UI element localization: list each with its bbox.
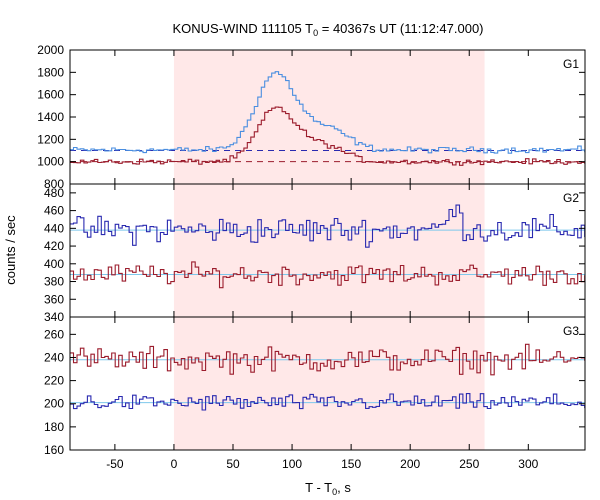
chart-title-rest: = 40367s UT (11:12:47.000) (318, 21, 483, 36)
y-tick-label-G1-1800: 1800 (37, 65, 64, 79)
y-tick-label-G3-180: 180 (44, 420, 64, 434)
x-tick-label-250: 250 (459, 457, 479, 471)
series-G2-red (70, 261, 586, 289)
panel-label-G2: G2 (563, 191, 579, 205)
series-G1-lightblue (70, 71, 586, 154)
series-G2-blue (70, 204, 586, 248)
y-tick-label-G2-340: 340 (44, 310, 64, 324)
y-tick-label-G3-260: 260 (44, 327, 64, 341)
highlight-interval-G1 (173, 50, 485, 184)
y-tick-label-G2-480: 480 (44, 186, 64, 200)
y-tick-label-G3-240: 240 (44, 350, 64, 364)
chart-title: KONUS-WIND 111105 T0 = 40367s UT (11:12:… (172, 21, 483, 38)
panel-label-G3: G3 (563, 324, 579, 338)
series-G3-blue (70, 393, 586, 411)
x-axis-label-subscript: 0 (332, 487, 337, 497)
y-tick-label-G2-360: 360 (44, 292, 64, 306)
axes-layer: 800100012001400160018002000G134036038040… (37, 43, 586, 471)
highlight-interval-G3 (173, 317, 485, 450)
series-G3-red (70, 343, 586, 376)
highlight-band-layer (173, 50, 485, 450)
series-G1-red (70, 106, 586, 166)
chart-title-subscript: 0 (313, 28, 318, 38)
x-tick-label-150: 150 (341, 457, 361, 471)
y-tick-label-G1-1400: 1400 (37, 110, 64, 124)
y-tick-label-G1-2000: 2000 (37, 43, 64, 57)
x-tick-label-100: 100 (282, 457, 302, 471)
highlight-interval-G2 (173, 184, 485, 317)
y-tick-label-G2-400: 400 (44, 257, 64, 271)
y-tick-label-G1-1600: 1600 (37, 88, 64, 102)
y-tick-label-G1-800: 800 (44, 177, 64, 191)
y-tick-label-G3-200: 200 (44, 397, 64, 411)
y-tick-label-G1-1200: 1200 (37, 132, 64, 146)
y-tick-label-G3-160: 160 (44, 443, 64, 457)
x-axis-label: T - T0, s (305, 480, 351, 497)
x-tick-label-300: 300 (518, 457, 538, 471)
panel-label-G1: G1 (563, 57, 579, 71)
y-axis-label: counts / sec (3, 215, 18, 285)
x-axis-label-rest: , s (337, 480, 351, 495)
y-tick-label-G1-1000: 1000 (37, 155, 64, 169)
x-axis-label-main: T - T (305, 480, 332, 495)
chart-title-main: KONUS-WIND 111105 T (172, 21, 313, 36)
x-tick-label-50: 50 (226, 457, 240, 471)
x-tick-label--50: -50 (106, 457, 124, 471)
y-tick-label-G2-380: 380 (44, 275, 64, 289)
series-layer (70, 71, 586, 411)
y-tick-label-G2-440: 440 (44, 221, 64, 235)
x-tick-label-0: 0 (171, 457, 178, 471)
y-tick-label-G2-460: 460 (44, 204, 64, 218)
x-tick-label-200: 200 (400, 457, 420, 471)
y-tick-label-G3-220: 220 (44, 374, 64, 388)
y-tick-label-G2-420: 420 (44, 239, 64, 253)
panel-frame-G3 (69, 316, 586, 451)
